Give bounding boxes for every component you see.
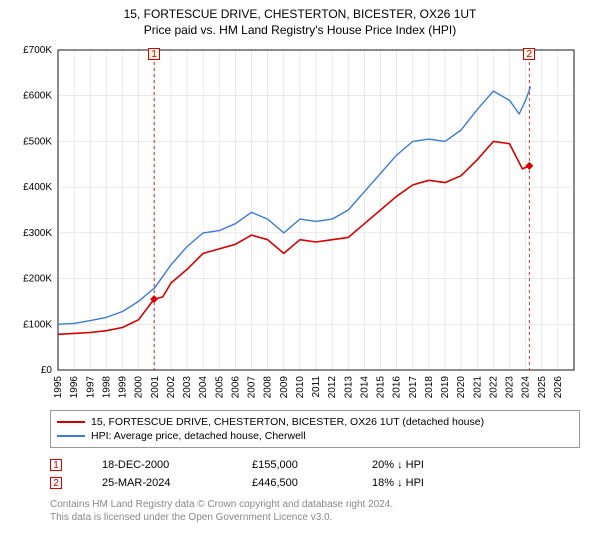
- event-price: £446,500: [252, 477, 332, 489]
- svg-text:2002: 2002: [166, 376, 177, 399]
- svg-text:£700K: £700K: [23, 45, 52, 56]
- svg-text:£400K: £400K: [23, 183, 52, 194]
- svg-text:2025: 2025: [537, 376, 548, 399]
- svg-text:£500K: £500K: [23, 137, 52, 148]
- legend-item: HPI: Average price, detached house, Cher…: [57, 429, 573, 443]
- svg-text:2021: 2021: [472, 376, 483, 399]
- svg-text:2015: 2015: [376, 376, 387, 399]
- svg-text:2026: 2026: [553, 376, 564, 399]
- svg-text:2009: 2009: [279, 376, 290, 399]
- svg-text:2000: 2000: [134, 376, 145, 399]
- event-badge: 2: [50, 477, 62, 489]
- footer-line: This data is licensed under the Open Gov…: [50, 511, 580, 524]
- legend: 15, FORTESCUE DRIVE, CHESTERTON, BICESTE…: [50, 410, 580, 448]
- svg-text:2004: 2004: [198, 376, 209, 399]
- footer-line: Contains HM Land Registry data © Crown c…: [50, 498, 580, 511]
- event-date: 18-DEC-2000: [102, 459, 212, 471]
- svg-text:2019: 2019: [440, 376, 451, 399]
- chart-svg: £0 £100K £200K £300K £400K £500K £600K £700K 199…: [6, 42, 581, 402]
- svg-text:2006: 2006: [230, 376, 241, 399]
- legend-label: HPI: Average price, detached house, Cher…: [91, 430, 306, 442]
- svg-text:2022: 2022: [488, 376, 499, 399]
- event-price: £155,000: [252, 459, 332, 471]
- svg-text:1995: 1995: [53, 376, 64, 399]
- event-marker-1: 1: [148, 48, 160, 60]
- svg-text:2017: 2017: [408, 376, 419, 399]
- event-diff: 18% ↓ HPI: [372, 477, 472, 489]
- svg-text:2016: 2016: [392, 376, 403, 399]
- event-row: 1 18-DEC-2000 £155,000 20% ↓ HPI: [50, 456, 580, 474]
- svg-text:2020: 2020: [456, 376, 467, 399]
- title-block: 15, FORTESCUE DRIVE, CHESTERTON, BICESTE…: [6, 6, 594, 38]
- event-date: 25-MAR-2024: [102, 477, 212, 489]
- event-badge: 1: [50, 459, 62, 471]
- events-table: 1 18-DEC-2000 £155,000 20% ↓ HPI 2 25-MA…: [50, 456, 580, 492]
- event-marker-2: 2: [523, 48, 535, 60]
- svg-text:1996: 1996: [69, 376, 80, 399]
- svg-text:1998: 1998: [101, 376, 112, 399]
- svg-text:£100K: £100K: [23, 320, 52, 331]
- svg-text:2008: 2008: [263, 376, 274, 399]
- svg-text:2011: 2011: [311, 376, 322, 398]
- svg-text:1999: 1999: [118, 376, 129, 399]
- svg-text:2007: 2007: [247, 376, 258, 399]
- event-diff: 20% ↓ HPI: [372, 459, 472, 471]
- chart: £0 £100K £200K £300K £400K £500K £600K £700K 199…: [6, 42, 581, 402]
- page-subtitle: Price paid vs. HM Land Registry's House …: [6, 22, 594, 38]
- svg-text:2001: 2001: [150, 376, 161, 399]
- legend-swatch: [57, 435, 85, 437]
- svg-text:2023: 2023: [505, 376, 516, 399]
- svg-text:2024: 2024: [521, 376, 532, 399]
- svg-text:£200K: £200K: [23, 274, 52, 285]
- svg-text:2003: 2003: [182, 376, 193, 399]
- event-row: 2 25-MAR-2024 £446,500 18% ↓ HPI: [50, 474, 580, 492]
- page: 15, FORTESCUE DRIVE, CHESTERTON, BICESTE…: [0, 0, 600, 560]
- legend-swatch: [57, 421, 85, 423]
- svg-text:2014: 2014: [359, 376, 370, 399]
- page-title: 15, FORTESCUE DRIVE, CHESTERTON, BICESTE…: [6, 6, 594, 22]
- svg-text:2005: 2005: [214, 376, 225, 399]
- svg-text:2018: 2018: [424, 376, 435, 399]
- svg-text:£300K: £300K: [23, 228, 52, 239]
- svg-text:2010: 2010: [295, 376, 306, 399]
- svg-text:2012: 2012: [327, 376, 338, 399]
- legend-item: 15, FORTESCUE DRIVE, CHESTERTON, BICESTE…: [57, 415, 573, 429]
- svg-text:2013: 2013: [343, 376, 354, 399]
- svg-text:1997: 1997: [85, 376, 96, 399]
- svg-text:£600K: £600K: [23, 91, 52, 102]
- svg-text:£0: £0: [41, 365, 53, 376]
- legend-label: 15, FORTESCUE DRIVE, CHESTERTON, BICESTE…: [91, 416, 484, 428]
- footer: Contains HM Land Registry data © Crown c…: [50, 498, 580, 524]
